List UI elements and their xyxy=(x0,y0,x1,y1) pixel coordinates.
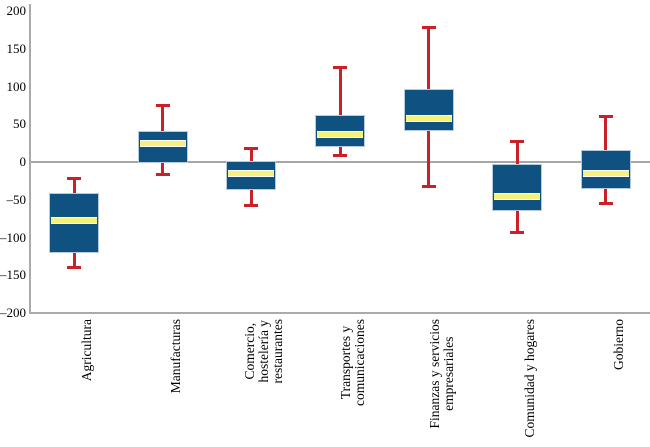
whisker-cap-top xyxy=(598,115,613,119)
whisker-cap-top xyxy=(155,103,170,107)
x-axis-label: Manufacturas xyxy=(167,319,183,394)
whisker-cap-bottom xyxy=(598,202,613,206)
y-tick-label: –50 xyxy=(6,191,27,207)
whisker-cap-top xyxy=(244,146,259,150)
y-tick-label: –150 xyxy=(0,267,26,283)
whisker-line xyxy=(338,67,342,156)
whisker-cap-top xyxy=(510,140,525,144)
median-line xyxy=(582,169,629,177)
median-line xyxy=(494,193,541,201)
iqr-box xyxy=(492,164,543,212)
x-axis-label: Transportes y comunicaciones xyxy=(338,319,367,406)
median-line xyxy=(139,139,186,147)
x-axis-label: Comercio, hostelería y restaurantes xyxy=(242,319,286,384)
y-tick-label: 50 xyxy=(13,116,26,132)
iqr-box xyxy=(315,115,365,147)
whisker-cap-bottom xyxy=(155,173,170,177)
zero-line xyxy=(31,161,650,163)
iqr-box xyxy=(580,149,631,190)
x-axis-label: Comunidad y hogares xyxy=(522,319,538,438)
whisker-cap-top xyxy=(333,66,347,70)
median-line xyxy=(405,115,452,123)
median-line xyxy=(228,169,275,177)
whisker-cap-top xyxy=(421,26,436,30)
y-tick-label: –100 xyxy=(0,229,26,245)
iqr-box xyxy=(403,88,454,132)
y-tick-label: 150 xyxy=(6,40,27,56)
whisker-cap-bottom xyxy=(510,231,525,235)
whisker-cap-top xyxy=(67,177,82,181)
iqr-box xyxy=(137,131,188,164)
y-tick-label: 0 xyxy=(19,154,27,169)
whisker-cap-bottom xyxy=(67,266,82,270)
y-axis-line xyxy=(29,4,31,314)
median-line xyxy=(317,131,363,139)
whisker-cap-bottom xyxy=(421,185,436,189)
y-tick-label: –200 xyxy=(0,305,26,320)
whisker-cap-bottom xyxy=(333,153,347,157)
x-axis-label: Finanzas y servicios empresariales xyxy=(426,319,456,429)
x-axis-line xyxy=(29,312,650,314)
y-tick-label: 100 xyxy=(6,78,27,94)
median-line xyxy=(51,216,98,224)
whisker-cap-bottom xyxy=(244,203,259,207)
x-axis-label: Agricultura xyxy=(79,319,95,382)
y-tick-label: 200 xyxy=(6,3,27,18)
x-axis-label: Gobierno xyxy=(610,319,626,370)
